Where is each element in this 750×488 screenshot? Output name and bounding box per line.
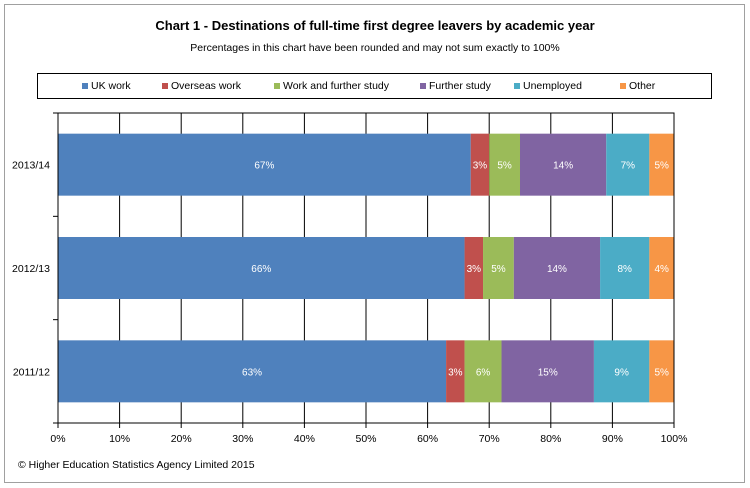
legend-label: Overseas work <box>171 80 242 92</box>
data-label: 5% <box>654 367 669 378</box>
bar-segment <box>58 237 465 299</box>
legend-item: UK work <box>82 74 131 98</box>
chart-subtitle: Percentages in this chart have been roun… <box>190 42 560 54</box>
data-label: 3% <box>473 161 488 172</box>
bar-segment <box>520 133 607 196</box>
data-label: 14% <box>553 161 573 172</box>
legend-item: Overseas work <box>162 74 241 98</box>
legend-label: Work and further study <box>283 80 390 92</box>
data-label: 63% <box>242 367 262 378</box>
legend-item: Other <box>620 74 655 98</box>
chart-title: Chart 1 - Destinations of full-time firs… <box>155 18 595 33</box>
x-tick-label: 100% <box>661 433 688 445</box>
bar-segment <box>649 133 674 196</box>
x-tick-label: 70% <box>479 433 500 445</box>
x-tick-label: 10% <box>109 433 130 445</box>
bar-segment <box>649 340 674 403</box>
data-label: 8% <box>617 264 632 275</box>
x-tick-label: 20% <box>171 433 192 445</box>
legend-label: Further study <box>429 80 491 92</box>
category-label: 2011/12 <box>13 366 50 378</box>
legend-label: UK work <box>91 80 131 92</box>
bar-segment <box>58 133 471 196</box>
x-tick-label: 90% <box>602 433 623 445</box>
data-label: 66% <box>251 264 271 275</box>
data-label: 15% <box>538 367 558 378</box>
x-tick-label: 60% <box>417 433 438 445</box>
category-label: 2013/14 <box>12 160 50 172</box>
legend-label: Unemployed <box>523 80 582 92</box>
legend-swatch <box>274 83 280 89</box>
chart-legend: UK work Overseas work Work and further stu… <box>37 73 712 99</box>
legend-swatch <box>620 83 626 89</box>
data-label: 5% <box>497 161 512 172</box>
data-label: 3% <box>467 264 482 275</box>
bar-segment <box>464 340 502 403</box>
data-label: 5% <box>491 264 506 275</box>
x-tick-label: 40% <box>294 433 315 445</box>
bar-segment <box>600 237 650 299</box>
legend-label: Other <box>629 80 656 92</box>
data-label: 67% <box>254 161 274 172</box>
category-label: 2012/13 <box>12 263 50 275</box>
bar-segment <box>483 237 514 299</box>
bar-segment <box>593 340 650 403</box>
legend-swatch <box>514 83 520 89</box>
bar-segment <box>470 133 490 196</box>
legend-swatch <box>82 83 88 89</box>
x-tick-label: 30% <box>232 433 253 445</box>
x-tick-label: 80% <box>540 433 561 445</box>
bar-segment <box>513 237 601 299</box>
legend-swatch <box>420 83 426 89</box>
legend-swatch <box>162 83 168 89</box>
data-label: 5% <box>654 161 669 172</box>
x-tick-label: 50% <box>355 433 376 445</box>
bar-segment <box>606 133 650 196</box>
bar-segment <box>489 133 520 196</box>
data-label: 14% <box>547 264 567 275</box>
copyright-footer: © Higher Education Statistics Agency Lim… <box>18 459 255 471</box>
bar-segment <box>501 340 594 403</box>
data-label: 6% <box>476 367 491 378</box>
data-label: 7% <box>621 161 636 172</box>
data-label: 4% <box>654 264 669 275</box>
bar-segment <box>464 237 484 299</box>
legend-item: Unemployed <box>514 74 582 98</box>
bar-segment <box>649 237 674 299</box>
x-tick-label: 0% <box>50 433 65 445</box>
data-label: 3% <box>448 367 463 378</box>
legend-item: Work and further study <box>274 74 389 98</box>
bar-segment <box>58 340 447 403</box>
bar-segment <box>446 340 465 403</box>
legend-item: Further study <box>420 74 491 98</box>
data-label: 9% <box>614 367 629 378</box>
